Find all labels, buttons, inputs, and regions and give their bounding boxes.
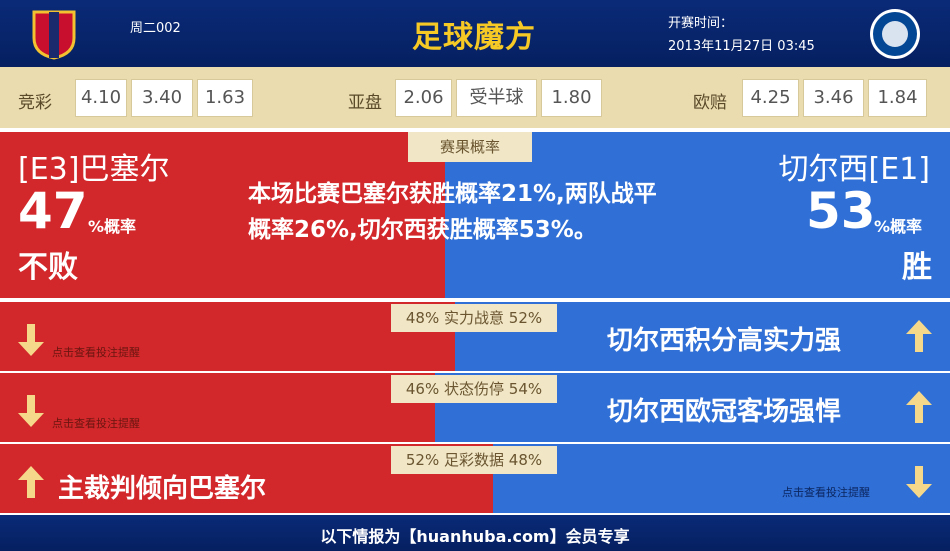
row-left-pct: 46%	[405, 380, 440, 398]
odds-value: 受半球	[456, 79, 537, 117]
row-insight: 切尔西欧冠客场强悍	[607, 397, 842, 427]
tip-link[interactable]: 点击查看投注提醒	[52, 346, 140, 359]
odds-value: 1.63	[197, 79, 253, 117]
row-label: 46% 状态伤停 54%	[391, 375, 557, 403]
home-team: [E3]巴塞尔	[18, 152, 170, 187]
footer-text[interactable]: 以下情报为【huanhuba.com】会员专享	[320, 527, 630, 546]
summary: 本场比赛巴塞尔获胜概率21%,两队战平概率26%,切尔西获胜概率53%。	[248, 181, 657, 243]
odds-label: 竞彩	[18, 93, 52, 113]
odds-label: 亚盘	[348, 93, 382, 113]
row-insight: 主裁判倾向巴塞尔	[58, 474, 267, 504]
arrow-down	[906, 466, 932, 498]
odds-value: 3.40	[131, 79, 193, 117]
arrow-up	[906, 391, 932, 423]
row-insight: 切尔西积分高实力强	[607, 326, 842, 356]
away-percent: 53	[806, 182, 876, 240]
home-panel	[0, 132, 445, 298]
away-unit: %概率	[874, 217, 923, 236]
footer-bar	[0, 515, 950, 551]
row-left	[0, 373, 435, 442]
arrow-up	[906, 320, 932, 352]
kickoff-label: 开赛时间：	[668, 16, 734, 31]
match-no: 周二002	[130, 21, 181, 36]
odds-value: 1.84	[868, 79, 927, 117]
row-label: 52% 足彩数据 48%	[391, 446, 557, 474]
arrow-up	[18, 466, 44, 498]
tip-link[interactable]: 点击查看投注提醒	[52, 417, 140, 430]
row-right-pct: 48%	[508, 451, 543, 469]
away-team: 切尔西[E1]	[778, 152, 930, 187]
row-right-pct: 52%	[508, 309, 543, 327]
row-right	[493, 444, 950, 513]
row-label: 48% 实力战意 52%	[391, 304, 557, 332]
row-label: 状态伤停	[443, 380, 504, 398]
row-right-pct: 54%	[508, 380, 543, 398]
row-left	[0, 302, 455, 371]
row-left-pct: 52%	[405, 451, 440, 469]
header-bar	[0, 0, 950, 67]
odds-label: 欧赔	[693, 93, 727, 113]
away-logo[interactable]	[868, 7, 922, 61]
odds-value: 1.80	[541, 79, 602, 117]
home-logo[interactable]	[30, 8, 78, 60]
arrow-down	[18, 395, 44, 427]
result-tab[interactable]: 赛果概率	[408, 132, 532, 162]
kickoff-time: 2013年11月27日 03:45	[668, 39, 815, 54]
odds-value: 4.25	[742, 79, 799, 117]
tip-link[interactable]: 点击查看投注提醒	[782, 486, 870, 499]
row-label: 足彩数据	[443, 451, 504, 469]
odds-value: 3.46	[803, 79, 864, 117]
odds-value: 2.06	[395, 79, 452, 117]
home-percent: 47	[18, 182, 88, 240]
home-outcome: 不败	[18, 250, 78, 285]
row-label: 实力战意	[443, 309, 504, 327]
site-logo[interactable]: 足球魔方	[412, 20, 536, 55]
away-outcome: 胜	[902, 250, 932, 285]
arrow-down	[18, 324, 44, 356]
row-left-pct: 48%	[405, 309, 440, 327]
odds-value: 4.10	[75, 79, 127, 117]
home-unit: %概率	[88, 217, 137, 236]
